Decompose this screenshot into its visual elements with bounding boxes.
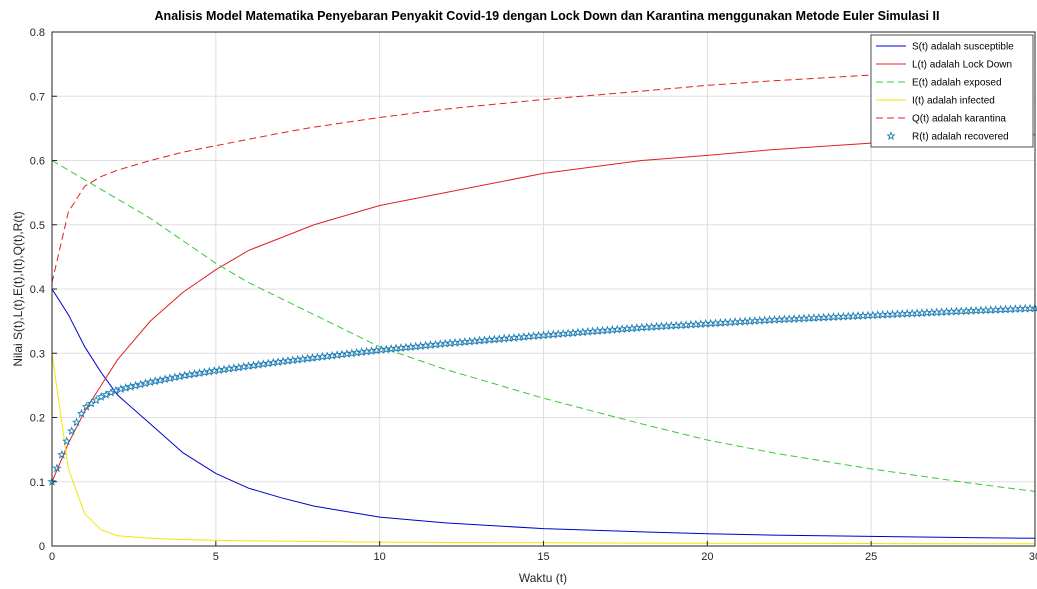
x-tick-label: 20: [701, 551, 713, 563]
series-1: [51, 134, 1036, 482]
chart-title: Analisis Model Matematika Penyebaran Pen…: [155, 9, 940, 23]
x-tick-label: 5: [213, 551, 219, 563]
y-tick-label: 0.4: [30, 284, 45, 296]
data-point-star: [62, 436, 72, 446]
data-point-star: [111, 385, 121, 395]
data-point-star: [71, 417, 82, 427]
data-point-star: [106, 387, 116, 397]
series-4: [51, 67, 1036, 283]
y-tick-label: 0.6: [30, 156, 45, 168]
data-point-star: [57, 449, 67, 459]
axis-ticks: 0 5 10 15 20 25 30 0 0.1 0.2 0.3 0.4 0.5 0.6 0.7 0.8: [30, 27, 1037, 563]
series-line: [51, 353, 1035, 545]
series-2: [51, 160, 1036, 492]
legend-entry: E(t) adalah exposed: [876, 78, 1002, 89]
series-layer: [47, 67, 1037, 545]
y-tick-label: 0.1: [30, 477, 45, 489]
y-tick-label: 0.5: [30, 220, 45, 232]
series-3: [51, 353, 1035, 545]
legend-box: [870, 34, 1034, 148]
legend-label: L(t) adalah Lock Down: [912, 60, 1012, 71]
y-tick-label: 0.3: [30, 348, 45, 360]
y-tick-label: 0.8: [30, 27, 45, 39]
x-tick-label: 10: [374, 551, 386, 563]
legend: S(t) adalah susceptible L(t) adalah Lock …: [870, 34, 1034, 148]
legend-label: I(t) adalah infected: [912, 96, 995, 107]
x-tick-label: 0: [49, 551, 55, 563]
legend-entry: I(t) adalah infected: [876, 96, 995, 107]
x-axis-label: Waktu (t): [519, 571, 567, 585]
series-0: [51, 288, 1036, 539]
legend-label: E(t) adalah exposed: [912, 78, 1002, 89]
x-tick-label: 30: [1029, 551, 1037, 563]
legend-entry: Q(t) adalah karantina: [876, 114, 1006, 125]
legend-label: S(t) adalah susceptible: [912, 42, 1014, 53]
series-line: [51, 67, 1036, 283]
y-tick-label: 0.2: [30, 413, 45, 425]
legend-entry: R(t) adalah recovered: [886, 131, 1009, 143]
series-line: [51, 160, 1036, 492]
series-5: [47, 303, 1037, 486]
data-point-star: [52, 463, 62, 473]
legend-entry: L(t) adalah Lock Down: [876, 60, 1012, 71]
legend-label: R(t) adalah recovered: [912, 132, 1009, 143]
y-axis-label: Nilai S(t),L(t),E(t),I(t),Q(t),R(t): [11, 211, 25, 366]
x-tick-label: 15: [537, 551, 549, 563]
data-point-star: [76, 408, 87, 418]
data-point-star: [101, 389, 111, 399]
y-tick-label: 0: [39, 541, 45, 553]
y-tick-label: 0.7: [30, 91, 45, 103]
data-point-star: [96, 392, 106, 401]
series-line: [51, 288, 1036, 539]
legend-entry: S(t) adalah susceptible: [876, 42, 1014, 53]
legend-marker: [886, 131, 896, 140]
x-tick-label: 25: [865, 551, 877, 563]
legend-label: Q(t) adalah karantina: [912, 114, 1006, 125]
data-point-star: [67, 426, 77, 435]
series-line: [51, 134, 1036, 482]
